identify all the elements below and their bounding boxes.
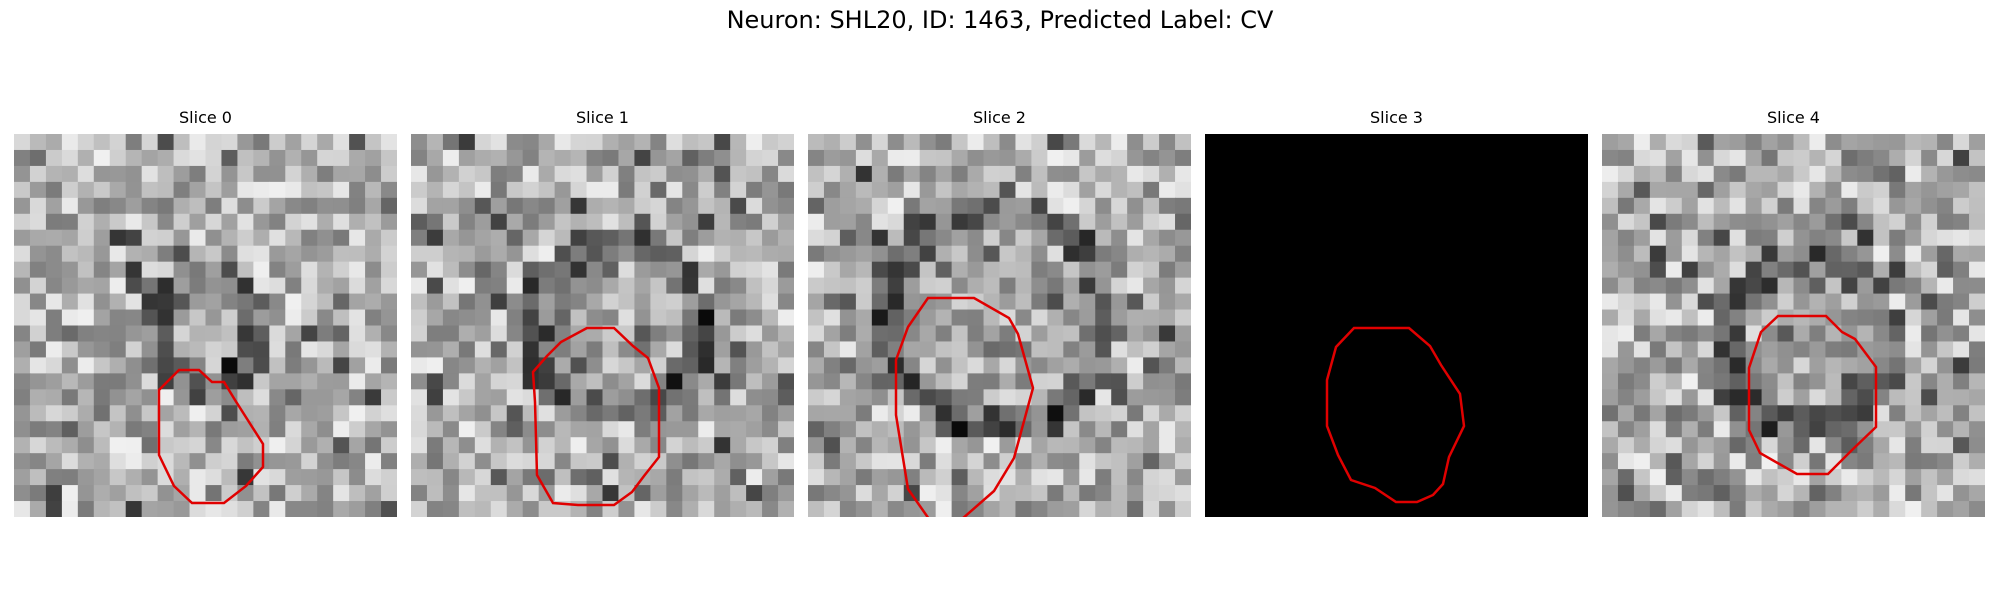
slice-image-4 [1602, 134, 1985, 517]
slice-image-1 [411, 134, 794, 517]
slice-title-0: Slice 0 [179, 108, 232, 127]
slice-panel-0: Slice 0 [14, 108, 397, 518]
slice-panel-2: Slice 2 [808, 108, 1191, 518]
roi-contour-4 [1747, 314, 1878, 476]
roi-contour-3 [1325, 326, 1466, 504]
roi-contour-0 [157, 368, 265, 505]
figure-title: Neuron: SHL20, ID: 1463, Predicted Label… [726, 6, 1274, 34]
slice-panel-4: Slice 4 [1602, 108, 1985, 518]
slice-title-3: Slice 3 [1370, 108, 1423, 127]
slice-title-1: Slice 1 [576, 108, 629, 127]
slice-title-2: Slice 2 [973, 108, 1026, 127]
roi-contour-2 [894, 296, 1035, 517]
slice-image-2 [808, 134, 1191, 517]
slice-image-0 [14, 134, 397, 517]
roi-contour-1 [531, 326, 661, 507]
slice-image-3 [1205, 134, 1588, 517]
slice-panel-3: Slice 3 [1205, 108, 1588, 518]
slice-title-4: Slice 4 [1767, 108, 1820, 127]
slice-panel-1: Slice 1 [411, 108, 794, 518]
